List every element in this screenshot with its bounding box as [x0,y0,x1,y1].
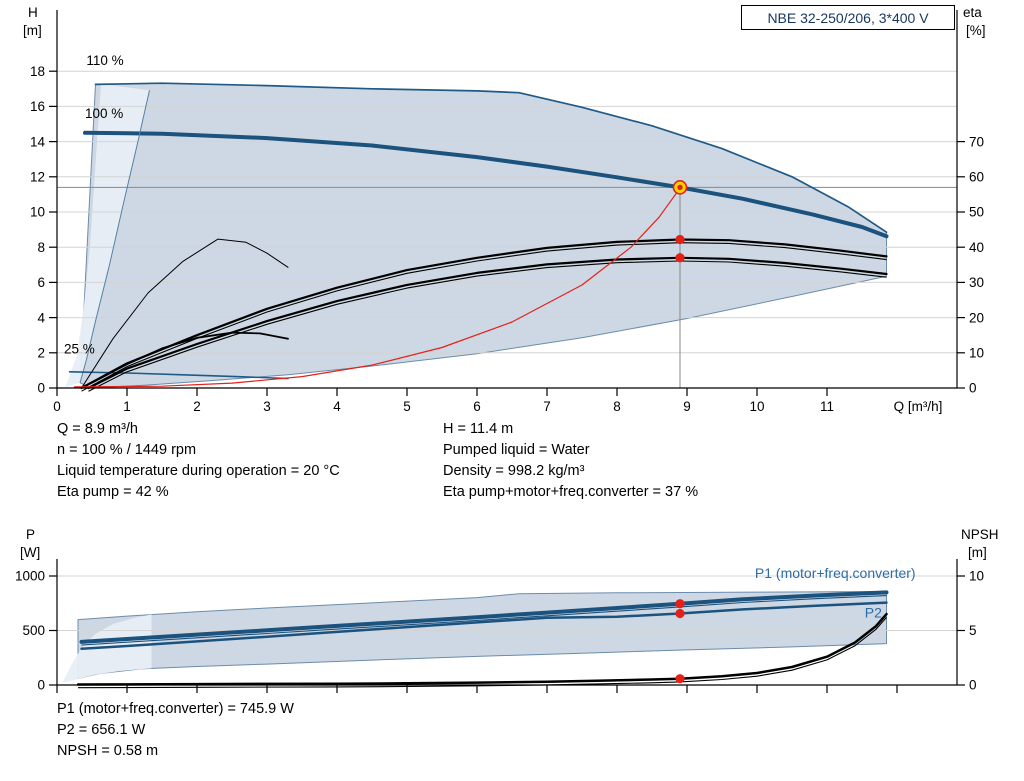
aux-reduced-curve [91,331,289,384]
x-tick-label: 4 [333,399,341,414]
left-tick-label: 14 [30,134,46,149]
h-axis-unit: [m] [23,23,42,38]
right-tick-label: 10 [969,346,984,361]
x-tick-label: 3 [263,399,271,414]
duty-point-dot [675,674,685,684]
operating-data-right: H = 11.4 m Pumped liquid = Water Density… [443,419,698,503]
right-tick-label: 70 [969,134,984,149]
right-tick-label: 20 [969,310,984,325]
curve-100pct [83,130,889,239]
left-tick-label: 6 [37,275,45,290]
pump-model-label: NBE 32-250/206, 3*400 V [741,5,955,30]
p2-value: P2 = 656.1 W [57,722,146,738]
left-tick-label: 0 [37,678,45,693]
curve-label: P2 [865,604,882,620]
curve-label: P1 (motor+freq.converter) [755,565,916,581]
curve-label: 100 % [85,106,123,121]
eta-axis-title: eta [963,5,982,20]
x-tick-label: 5 [403,399,411,414]
left-tick-label: 12 [30,170,45,185]
x-tick-label: 10 [749,399,764,414]
operating-point-center [677,184,683,191]
right-tick-label: 40 [969,240,984,255]
npsh-axis-title: NPSH [961,527,999,542]
liquid-value: Pumped liquid = Water [443,442,590,458]
speed-value: n = 100 % / 1449 rpm [57,442,197,458]
left-tick-label: 2 [37,346,45,361]
x-tick-label: 1 [123,399,131,414]
eta-total-curve [87,256,888,390]
head-value: H = 11.4 m [443,421,514,437]
x-tick-label: 7 [543,399,551,414]
density-value: Density = 998.2 kg/m³ [443,463,585,479]
right-tick-label: 30 [969,275,984,290]
p-axis-title: P [26,527,36,542]
left-tick-label: 0 [37,381,45,396]
system-curve [73,187,681,388]
eta-total-value: Eta pump+motor+freq.converter = 37 % [443,484,699,500]
left-tick-label: 8 [37,240,45,255]
right-tick-label: 0 [969,381,977,396]
curve-label: 25 % [64,342,95,357]
left-tick-label: 1000 [15,569,45,584]
x-axis-label: Q [m³/h] [894,399,943,414]
eta-pump-curve [80,238,888,390]
eta-total-curve-pair [88,260,887,392]
p1-curve [79,590,889,644]
right-tick-label: 10 [969,569,984,584]
x-tick-label: 6 [473,399,481,414]
p1-value: P1 (motor+freq.converter) = 745.9 W [57,701,294,717]
npsh-value: NPSH = 0.58 m [57,743,159,759]
duty-point-dot [675,253,685,263]
curve-110pct [94,82,888,234]
right-tick-label: 60 [969,170,984,185]
x-tick-label: 0 [53,399,61,414]
left-tick-label: 500 [22,623,45,638]
left-tick-label: 16 [30,99,45,114]
eta-axis-unit: [%] [966,23,986,38]
flow-value: Q = 8.9 m³/h [57,421,138,437]
left-tick-label: 10 [30,205,45,220]
x-tick-label: 2 [193,399,201,414]
eta-reduced-speed-curve [81,238,289,389]
p1-curve-pair [81,595,887,646]
curve-label: 110 % [86,53,123,68]
eta-pump-value: Eta pump = 42 % [57,484,169,500]
left-tick-label: 4 [37,310,45,325]
npsh-curve [76,612,888,686]
right-tick-label: 5 [969,623,977,638]
min-flow-boundary [79,90,150,384]
liquid-temp-value: Liquid temperature during operation = 20… [57,463,340,479]
duty-point-dot [675,608,685,619]
low-flow-region [65,84,150,388]
right-tick-label: 0 [969,678,977,693]
duty-point-dot [675,599,685,609]
npsh-curve-pair [77,617,887,689]
npsh-axis-unit: [m] [968,545,987,560]
duty-point-dot [675,234,685,245]
p2-curve [80,601,888,651]
p-axis-unit: [W] [20,545,41,560]
power-data-block: P1 (motor+freq.converter) = 745.9 W P2 =… [57,699,294,762]
eta-pump-curve-pair [81,242,887,392]
h-axis-title: H [28,5,38,20]
x-tick-label: 8 [613,399,621,414]
left-tick-label: 18 [30,64,45,79]
x-tick-label: 11 [820,399,834,414]
x-tick-label: 9 [683,399,691,414]
right-tick-label: 50 [969,205,984,220]
operating-data-left: Q = 8.9 m³/h n = 100 % / 1449 rpm Liquid… [57,419,340,503]
